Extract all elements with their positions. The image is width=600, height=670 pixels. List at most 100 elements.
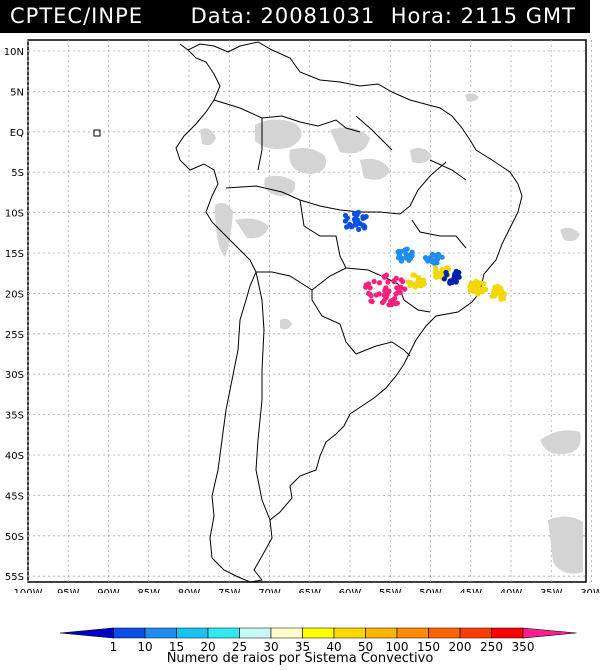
- time-value: 2115: [460, 4, 519, 28]
- lightning-cluster-espirito-santo: [489, 283, 508, 302]
- date-value: 20081031: [260, 4, 376, 28]
- lat-label: 15S: [5, 249, 24, 260]
- lat-label: 30S: [5, 370, 24, 381]
- lightning-dot: [348, 224, 355, 230]
- lightning-dot: [367, 285, 373, 291]
- map-frame: [27, 39, 587, 583]
- lightning-dot: [403, 251, 409, 257]
- lon-label: 30W: [580, 588, 600, 593]
- lon-label: 75W: [218, 588, 241, 593]
- colorbar-tick-labels: 1 10 15 20 25 30 35 40 50 100 150 200 250 350: [110, 640, 535, 652]
- lightning-dot: [495, 290, 501, 296]
- lightning-dot: [360, 223, 366, 229]
- lightning-dot: [456, 274, 462, 280]
- lon-label: 55W: [379, 588, 402, 593]
- lightning-dot: [385, 279, 391, 285]
- lightning-cluster-minas-south: [467, 278, 489, 297]
- colorbar-tick-label: 50: [358, 640, 373, 652]
- lightning-dot: [379, 299, 386, 306]
- lightning-dot: [361, 214, 368, 221]
- lightning-dot: [483, 286, 489, 293]
- lightning-dot: [432, 265, 439, 271]
- lightning-dot: [356, 226, 362, 232]
- colorbar: 1 10 15 20 25 30 35 40 50 100 150 200 250 350: [59, 627, 577, 652]
- colorbar-cell: [59, 627, 114, 639]
- colorbar-cell: [522, 627, 577, 639]
- colorbar-tick-label: 25: [232, 640, 247, 652]
- colorbar-cell: [113, 627, 146, 639]
- colorbar-caption: Numero de raios por Sistema Convectivo: [166, 651, 434, 666]
- lightning-dot: [388, 298, 394, 304]
- lightning-dot: [500, 292, 506, 298]
- colorbar-tick-label: 250: [480, 640, 503, 652]
- colorbar-cell: [428, 627, 461, 639]
- lon-label: 90W: [97, 588, 120, 593]
- colorbar-cell: [365, 627, 398, 639]
- lightning-cluster-minas-center: [441, 268, 462, 286]
- lat-label: 40S: [5, 451, 24, 462]
- coastline: [93, 41, 523, 583]
- lightning-dot: [353, 222, 359, 228]
- lat-label: 10N: [4, 47, 24, 58]
- lat-label: 10S: [5, 209, 24, 220]
- lat-label: 5N: [10, 87, 24, 98]
- lightning-dot: [416, 275, 422, 281]
- lightning-cluster-mato-grosso-sul: [363, 272, 408, 308]
- lightning-dot: [443, 269, 449, 276]
- lightning-dot: [413, 281, 419, 287]
- lon-label: 50W: [419, 588, 442, 593]
- lightning-dot: [451, 275, 457, 281]
- colorbar-cell: [396, 627, 429, 639]
- lightning-dot: [420, 277, 427, 283]
- lightning-dot: [467, 284, 473, 290]
- lightning-cluster-goias-center: [422, 251, 445, 266]
- lightning-dot: [365, 281, 372, 287]
- lightning-cluster-goias-west: [395, 246, 415, 264]
- colorbar-tick-label: 35: [295, 640, 310, 652]
- lightning-dot: [394, 300, 401, 306]
- lightning-cluster-north-mato-grosso: [342, 209, 369, 232]
- lat-label: 55S: [5, 572, 24, 583]
- datetime-label: Data: 20081031 Hora: 2115 GMT: [191, 4, 576, 28]
- lat-label: 45S: [5, 491, 24, 502]
- colorbar-cell: [302, 627, 335, 639]
- colorbar-tick-label: 40: [326, 640, 341, 652]
- lightning-dot: [398, 248, 404, 255]
- lat-label: 20S: [5, 289, 24, 300]
- lon-label: 35W: [540, 588, 563, 593]
- lightning-dot: [439, 266, 445, 273]
- lon-label: 60W: [339, 588, 362, 593]
- time-label: Hora:: [390, 4, 453, 28]
- lightning-dot: [453, 270, 460, 276]
- lightning-dot: [397, 289, 403, 296]
- lightning-dot: [439, 254, 445, 260]
- lightning-dot: [384, 292, 390, 298]
- lightning-dot: [475, 283, 481, 289]
- date-label: Data:: [190, 4, 253, 28]
- lightning-dot: [431, 252, 437, 258]
- lightning-dot: [408, 280, 414, 286]
- lightning-cluster-goias-south: [405, 272, 427, 290]
- lightning-dot: [404, 246, 410, 252]
- longitude-labels: 100W 95W 90W 85W 80W 75W 70W 65W 60W 55W 50W 45W 40W…: [14, 588, 600, 593]
- lightning-dot: [495, 284, 501, 290]
- colorbar-tick-label: 150: [417, 640, 440, 652]
- lon-label: 70W: [258, 588, 281, 593]
- source-label: CPTEC/INPE: [10, 4, 143, 28]
- lightning-dot: [491, 288, 497, 294]
- lat-label: 25S: [5, 330, 24, 341]
- lightning-clusters: [342, 209, 508, 308]
- lightning-dot: [392, 295, 398, 302]
- colorbar-tick-label: 200: [449, 640, 472, 652]
- colorbar-cell: [491, 627, 524, 639]
- lightning-dot: [368, 298, 374, 304]
- lat-label: 50S: [5, 532, 24, 543]
- lon-label: 85W: [137, 588, 160, 593]
- lightning-dot: [422, 255, 429, 261]
- colorbar-tick-label: 20: [200, 640, 215, 652]
- lightning-dot: [479, 289, 485, 295]
- lightning-dot: [410, 272, 416, 278]
- colorbar-tick-label: 350: [512, 640, 535, 652]
- colorbar-cell: [207, 627, 240, 639]
- lightning-dot: [400, 278, 406, 285]
